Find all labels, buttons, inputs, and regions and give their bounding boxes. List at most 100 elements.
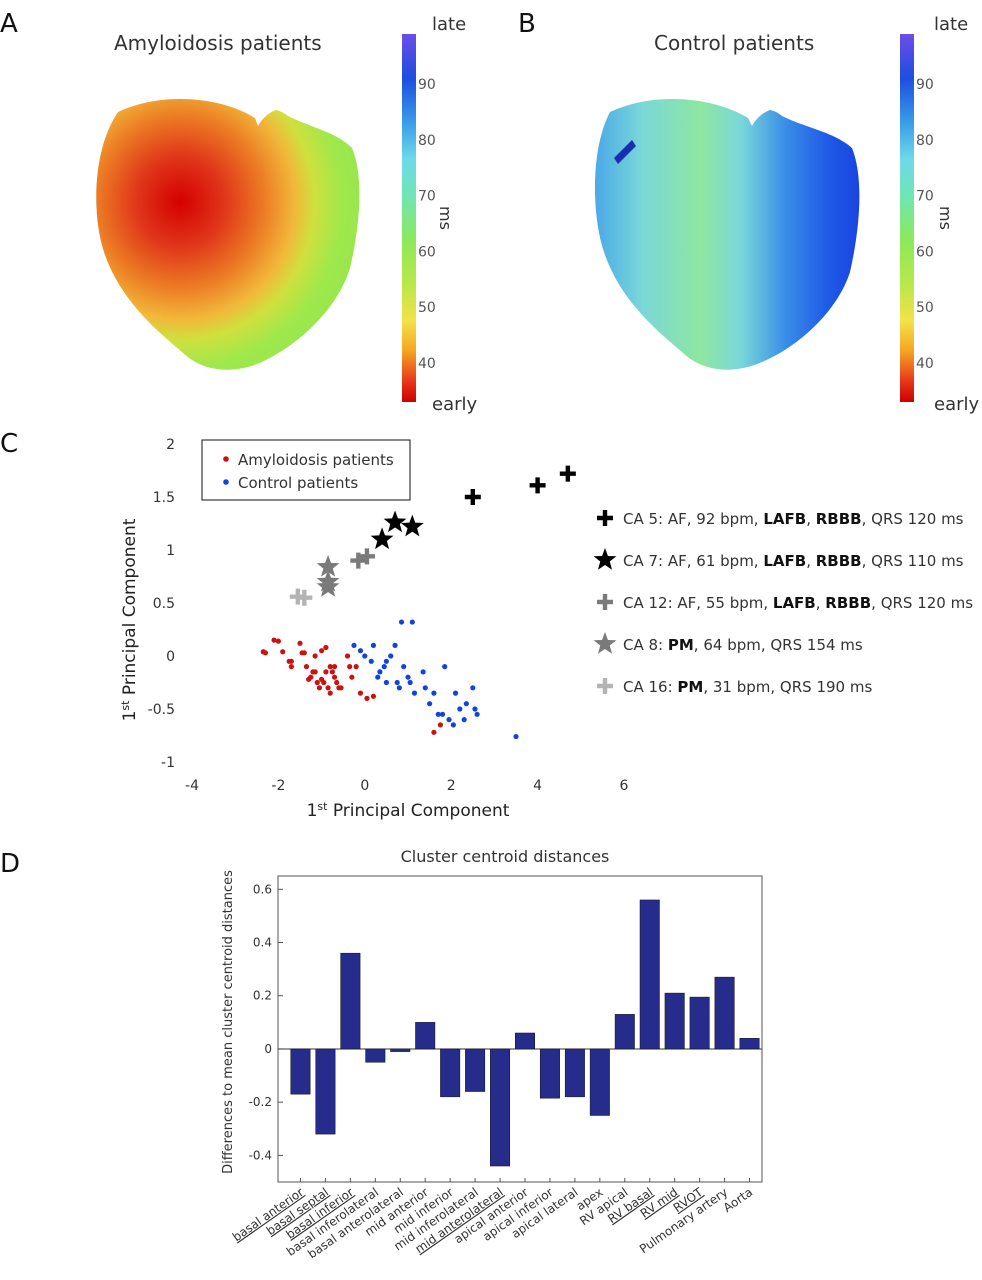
case-legend-label: CA 7: AF, 61 bpm, LAFB, RBBB, QRS 110 ms: [623, 552, 964, 570]
amyloidosis-patients-point: [275, 638, 281, 644]
case-legend: CA 5: AF, 92 bpm, LAFB, RBBB, QRS 120 ms…: [593, 510, 973, 696]
control-patients-point: [452, 690, 459, 696]
bar-apex: [589, 1048, 610, 1116]
legend-control-label: Control patients: [238, 474, 358, 492]
panel-c-letter: C: [0, 429, 18, 459]
amyloidosis-patients-point: [347, 664, 353, 670]
colorbar-b-late: late: [934, 14, 968, 35]
bar-rv-basal: [639, 899, 660, 1050]
scatter-y-tick-label: 1.5: [153, 490, 175, 506]
scatter-y-tick-label: 2: [166, 437, 175, 453]
case-legend-plus-icon: [597, 594, 613, 610]
control-patients-point: [427, 701, 433, 707]
bar-y-tick-label: 0.2: [253, 989, 272, 1003]
colorbar-a-tick-label: 50: [418, 300, 436, 316]
control-patients-point: [357, 648, 364, 654]
colorbar-b-tick-label: 90: [916, 77, 934, 93]
control-patients-point: [405, 674, 411, 680]
control-patients-point: [422, 685, 428, 691]
colorbar-a-tick-label: 90: [418, 77, 436, 93]
colorbar-a-late: late: [432, 14, 466, 35]
control-patients-point: [351, 642, 357, 649]
case-legend-star-icon: [593, 632, 617, 654]
control-patients-point: [463, 701, 469, 707]
control-patients-point: [435, 711, 441, 717]
scatter-axes: -4 -2 0 2 4 6 -1 -0.5 0 0.5 1 1.5 2: [148, 437, 629, 794]
amyloidosis-patients-point: [323, 644, 329, 651]
amyloidosis-patients-point: [364, 695, 370, 702]
bar-plot-frame: [277, 875, 763, 1183]
case-legend-plus-icon: [597, 510, 613, 526]
case-legend-label: CA 5: AF, 92 bpm, LAFB, RBBB, QRS 120 ms: [623, 510, 964, 528]
colorbar-b-early: early: [934, 394, 980, 415]
case-legend-star-icon: [593, 548, 617, 570]
bar-apical-anterior: [515, 1032, 535, 1050]
amyloidosis-activation-map: [96, 99, 360, 370]
amyloidosis-patients-point: [312, 669, 318, 675]
amyloidosis-patients-point: [349, 674, 355, 680]
case-legend-plus-icon: [597, 678, 613, 694]
scatter-y-tick-label: 0.5: [153, 596, 175, 612]
bar-mid-anterior: [415, 1022, 436, 1050]
amyloidosis-patients-point: [357, 690, 364, 696]
legend-control-marker: [223, 479, 229, 485]
ca-12-plus-marker: [350, 552, 367, 569]
colorbar-b-tick-label: 80: [916, 133, 934, 149]
scatter-x-tick-label: -2: [271, 778, 285, 794]
control-patients-point: [362, 653, 368, 659]
scatter-y-axis-label: 1st Principal Component: [119, 518, 140, 721]
amyloidosis-patients-point: [331, 664, 338, 670]
colorbar-b-tick-label: 40: [916, 356, 934, 372]
ca-12-plus-marker: [358, 548, 375, 565]
amyloidosis-patients-point: [308, 674, 314, 680]
heart-b-dark-streak: [614, 140, 636, 164]
control-patients-point: [409, 619, 415, 625]
bar-apical-inferior: [539, 1048, 560, 1099]
colorbar-a: [402, 34, 416, 402]
colorbar-a-tick-label: 70: [418, 189, 436, 205]
bar-mid-inferior: [440, 1048, 461, 1098]
ca-5-plus-marker: [559, 465, 576, 482]
scatter-x-tick-label: 4: [533, 778, 542, 794]
colorbar-a-tick-label: 60: [418, 244, 436, 260]
bar-y-tick-label: 0.6: [253, 882, 272, 896]
case-legend-label: CA 16: PM, 31 bpm, QRS 190 ms: [623, 678, 872, 696]
colorbar-b-tick-label: 60: [916, 244, 934, 260]
colorbar-a-unit: ms: [436, 206, 455, 230]
amyloidosis-patients-point: [316, 685, 323, 691]
control-patients-point: [470, 685, 476, 691]
bar-basal-inferior: [340, 952, 361, 1050]
amyloidosis-patients-point: [262, 650, 269, 656]
bar-aorta: [739, 1038, 760, 1050]
scatter-y-tick-label: 1: [166, 543, 175, 559]
colorbar-b-unit: ms: [936, 206, 955, 230]
amyloidosis-patients-point: [323, 669, 329, 675]
control-patients-point: [420, 669, 426, 675]
colorbar-a-ticks: 90 80 70 60 50 40: [418, 77, 436, 372]
legend-amyloidosis-marker: [223, 456, 229, 462]
amyloidosis-patients-point: [338, 685, 344, 691]
bar-rv-mid: [664, 992, 685, 1050]
amyloidosis-patients-point: [331, 674, 338, 680]
bar-marks: [290, 899, 760, 1167]
amyloidosis-patients-point: [301, 650, 307, 656]
control-patients-point: [383, 658, 389, 664]
scatter-legend: Amyloidosis patients Control patients: [201, 439, 411, 501]
colorbar-b-tick-label: 70: [916, 189, 934, 205]
colorbar-b: [900, 34, 914, 402]
control-patients-point: [388, 653, 394, 659]
panel-a-letter: A: [0, 9, 18, 39]
control-patients-point: [368, 658, 374, 664]
control-patients-point: [394, 679, 400, 686]
bar-rvot: [689, 996, 710, 1050]
case-legend-label: CA 8: PM, 64 bpm, QRS 154 ms: [623, 636, 863, 654]
scatter-x-tick-label: -4: [185, 778, 199, 794]
control-patients-point: [381, 664, 387, 670]
scatter-x-tick-label: 0: [360, 778, 369, 794]
ca-5-plus-marker: [529, 477, 546, 494]
amyloidosis-patients-point: [288, 658, 294, 664]
case-legend-label: CA 12: AF, 55 bpm, LAFB, RBBB, QRS 120 m…: [623, 594, 973, 612]
bar-y-tick-label: -0.2: [249, 1095, 272, 1109]
control-patients-point: [383, 679, 389, 686]
control-patients-point: [375, 674, 381, 680]
